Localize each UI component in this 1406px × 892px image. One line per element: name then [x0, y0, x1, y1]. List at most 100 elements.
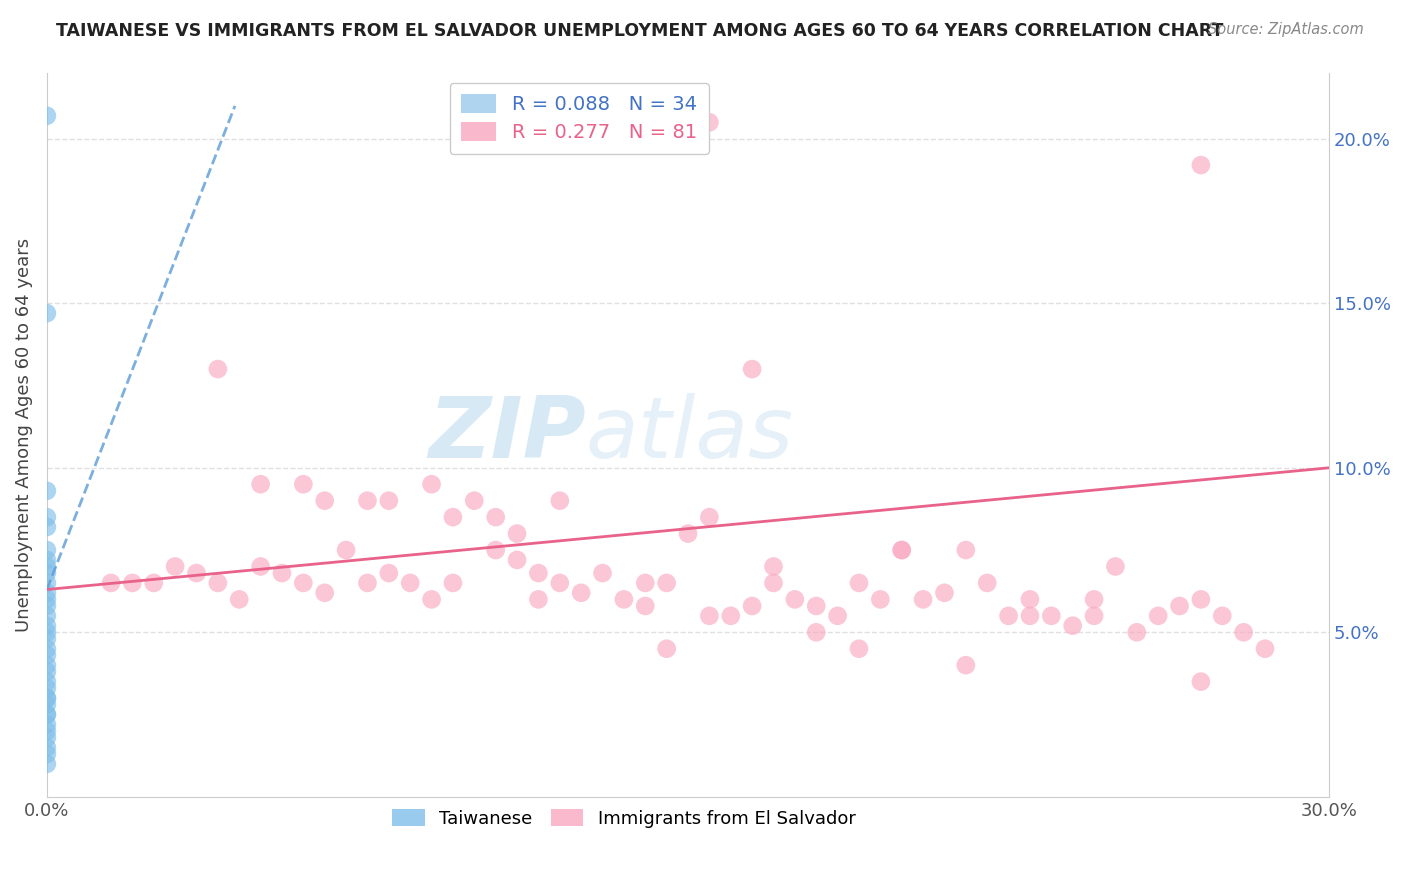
Point — [1126, 625, 1149, 640]
Point — [399, 576, 422, 591]
Point — [1104, 559, 1126, 574]
Point — [35, 665, 58, 679]
Text: ZIP: ZIP — [427, 393, 585, 476]
Text: atlas: atlas — [585, 393, 793, 476]
Point — [976, 576, 998, 591]
Point — [1233, 625, 1256, 640]
Point — [613, 592, 636, 607]
Text: Source: ZipAtlas.com: Source: ZipAtlas.com — [1208, 22, 1364, 37]
Point — [527, 592, 550, 607]
Point — [592, 566, 614, 580]
Point — [35, 510, 58, 524]
Point — [142, 576, 165, 591]
Point — [35, 632, 58, 646]
Point — [186, 566, 208, 580]
Point — [292, 576, 315, 591]
Point — [35, 641, 58, 656]
Point — [35, 520, 58, 534]
Point — [35, 618, 58, 632]
Point — [741, 599, 763, 613]
Point — [806, 625, 828, 640]
Point — [1168, 599, 1191, 613]
Point — [35, 681, 58, 696]
Point — [634, 576, 657, 591]
Point — [35, 592, 58, 607]
Point — [356, 576, 378, 591]
Point — [378, 493, 401, 508]
Point — [827, 608, 849, 623]
Text: TAIWANESE VS IMMIGRANTS FROM EL SALVADOR UNEMPLOYMENT AMONG AGES 60 TO 64 YEARS : TAIWANESE VS IMMIGRANTS FROM EL SALVADOR… — [56, 22, 1223, 40]
Point — [1211, 608, 1233, 623]
Point — [1040, 608, 1063, 623]
Point — [890, 543, 912, 558]
Point — [655, 576, 678, 591]
Point — [35, 740, 58, 755]
Point — [35, 723, 58, 738]
Point — [35, 717, 58, 731]
Point — [335, 543, 357, 558]
Point — [762, 559, 785, 574]
Point — [207, 576, 229, 591]
Point — [35, 707, 58, 722]
Point — [35, 756, 58, 771]
Point — [441, 510, 464, 524]
Point — [463, 493, 485, 508]
Point — [676, 526, 699, 541]
Point — [720, 608, 742, 623]
Point — [35, 543, 58, 558]
Point — [548, 576, 571, 591]
Point — [35, 559, 58, 574]
Point — [441, 576, 464, 591]
Point — [292, 477, 315, 491]
Point — [527, 566, 550, 580]
Point — [35, 747, 58, 761]
Point — [955, 543, 977, 558]
Legend: Taiwanese, Immigrants from El Salvador: Taiwanese, Immigrants from El Salvador — [385, 802, 863, 835]
Point — [485, 510, 508, 524]
Point — [569, 586, 592, 600]
Point — [35, 306, 58, 320]
Point — [35, 674, 58, 689]
Point — [314, 586, 336, 600]
Point — [35, 658, 58, 673]
Point — [699, 608, 721, 623]
Point — [420, 477, 443, 491]
Point — [35, 707, 58, 722]
Point — [912, 592, 935, 607]
Point — [741, 362, 763, 376]
Point — [1019, 608, 1042, 623]
Point — [121, 576, 143, 591]
Point — [420, 592, 443, 607]
Point — [506, 526, 529, 541]
Point — [1189, 158, 1212, 172]
Point — [848, 641, 870, 656]
Point — [314, 493, 336, 508]
Point — [548, 493, 571, 508]
Point — [35, 586, 58, 600]
Point — [783, 592, 806, 607]
Point — [1083, 592, 1105, 607]
Point — [655, 641, 678, 656]
Y-axis label: Unemployment Among Ages 60 to 64 years: Unemployment Among Ages 60 to 64 years — [15, 238, 32, 632]
Point — [699, 115, 721, 129]
Point — [271, 566, 294, 580]
Point — [699, 510, 721, 524]
Point — [1189, 592, 1212, 607]
Point — [35, 566, 58, 580]
Point — [1083, 608, 1105, 623]
Point — [806, 599, 828, 613]
Point — [35, 625, 58, 640]
Point — [100, 576, 122, 591]
Point — [762, 576, 785, 591]
Point — [869, 592, 891, 607]
Point — [35, 576, 58, 591]
Point — [35, 648, 58, 663]
Point — [485, 543, 508, 558]
Point — [35, 691, 58, 706]
Point — [35, 691, 58, 706]
Point — [249, 559, 271, 574]
Point — [1019, 592, 1042, 607]
Point — [35, 553, 58, 567]
Point — [634, 599, 657, 613]
Point — [1189, 674, 1212, 689]
